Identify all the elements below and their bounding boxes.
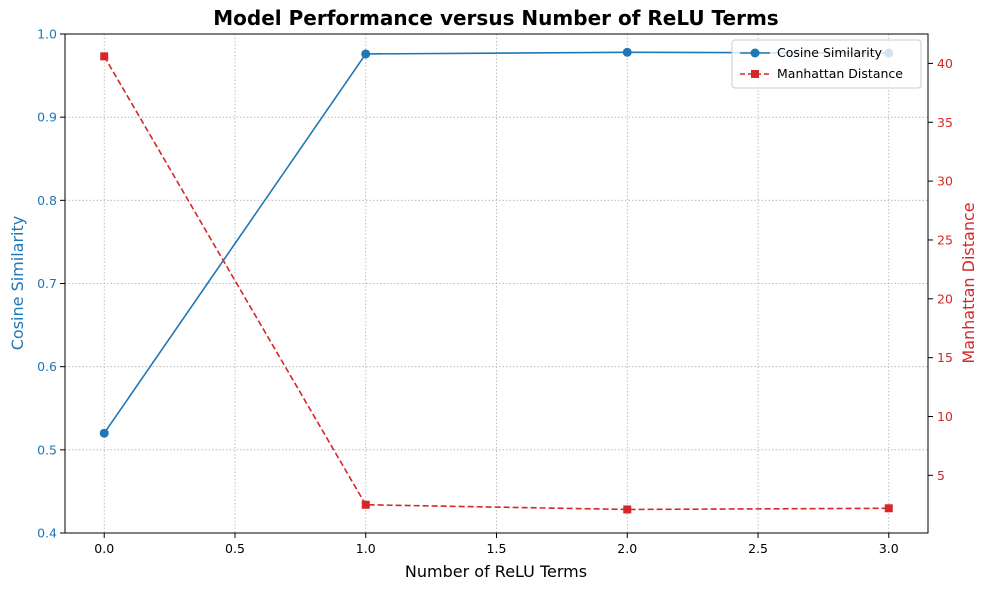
y-axis-left-label: Cosine Similarity [8,216,27,350]
legend: Cosine Similarity Manhattan Distance [731,39,922,89]
y-left-tick-label: 0.9 [37,110,57,125]
y-right-tick-label: 5 [937,468,945,483]
x-axis: 0.0 0.5 1.0 1.5 2.0 2.5 3.0 [94,533,899,556]
y-left-tick-label: 0.8 [37,193,57,208]
y-left-tick-label: 0.5 [37,442,57,457]
legend-swatch-marker-manhattan [751,70,759,78]
series-line-manhattan-distance [103,55,889,511]
data-point-manhattan-distance [884,504,893,513]
y-left-tick-label: 1.0 [37,27,57,42]
y-right-tick-label: 15 [937,350,953,365]
y-left-tick-label: 0.6 [37,359,57,374]
y-right-tick-label: 30 [937,174,953,189]
data-point-cosine-similarity [361,49,371,59]
y-left-tick-label: 0.7 [37,276,57,291]
y-right-tick-label: 25 [937,232,953,247]
legend-box [731,39,922,89]
data-point-cosine-similarity [99,428,109,438]
x-tick-label: 0.0 [94,541,114,556]
legend-label-cosine: Cosine Similarity [777,45,883,60]
y-right-tick-label: 20 [937,291,953,306]
grid [65,33,928,534]
x-tick-label: 1.5 [487,541,507,556]
chart-title: Model Performance versus Number of ReLU … [213,6,778,30]
data-point-cosine-similarity [622,47,632,57]
x-tick-label: 0.5 [225,541,245,556]
series-line-cosine-similarity [103,51,889,434]
data-point-manhattan-distance [361,500,370,509]
x-tick-label: 1.0 [356,541,376,556]
data-point-manhattan-distance [100,52,109,61]
x-tick-label: 3.0 [879,541,899,556]
y-left-tick-label: 0.4 [37,526,57,541]
legend-swatch-marker-cosine [750,48,760,58]
x-tick-label: 2.5 [748,541,768,556]
y-right-tick-label: 40 [937,56,953,71]
y-axis-right-label: Manhattan Distance [959,202,978,363]
x-tick-label: 2.0 [617,541,637,556]
y-right-tick-label: 10 [937,409,953,424]
data-point-manhattan-distance [623,505,632,514]
legend-label-manhattan: Manhattan Distance [777,66,903,81]
y-axis-left: 0.4 0.5 0.6 0.7 0.8 0.9 1.0 [37,27,65,541]
y-right-tick-label: 35 [937,115,953,130]
y-axis-right: 5 10 15 20 25 30 35 40 [928,56,953,483]
x-axis-label: Number of ReLU Terms [405,562,587,581]
